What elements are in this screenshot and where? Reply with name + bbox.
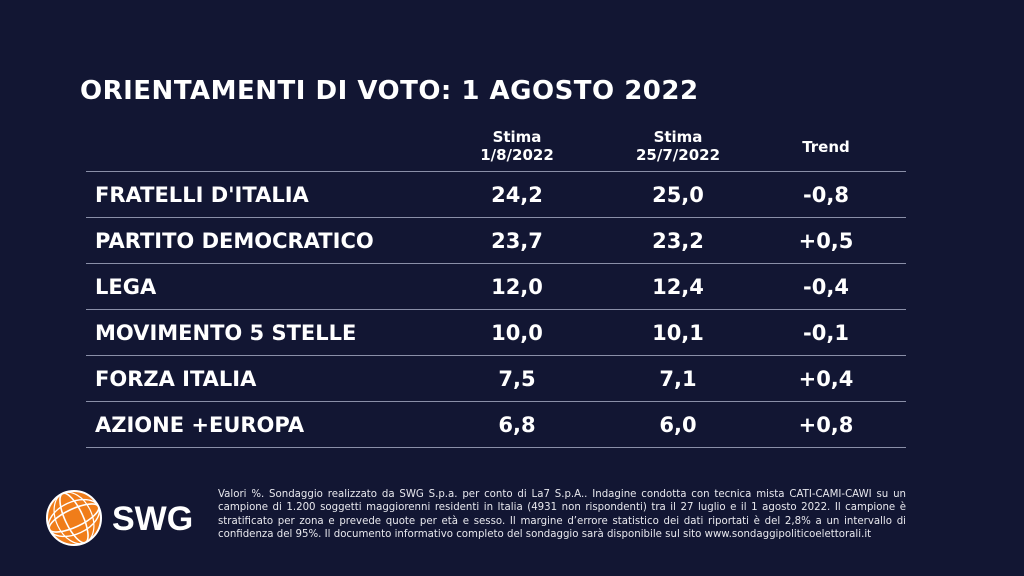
trend-value: -0,4 <box>803 275 849 299</box>
party-name: PARTITO DEMOCRATICO <box>95 229 374 253</box>
globe-icon <box>46 490 102 546</box>
trend-value: +0,4 <box>798 367 854 391</box>
previous-value: 7,1 <box>659 367 697 391</box>
trend-value: -0,8 <box>803 183 849 207</box>
party-name: MOVIMENTO 5 STELLE <box>95 321 357 345</box>
current-value: 24,2 <box>491 183 543 207</box>
column-header-previous-line1: Stima <box>653 128 703 146</box>
trend-value: -0,1 <box>803 321 849 345</box>
table-row: PARTITO DEMOCRATICO 23,7 23,2 +0,5 <box>86 217 906 263</box>
column-header-current-line2: 1/8/2022 <box>480 146 554 164</box>
column-header-previous-line2: 25/7/2022 <box>635 146 721 164</box>
table-row: MOVIMENTO 5 STELLE 10,0 10,1 -0,1 <box>86 309 906 355</box>
trend-value: +0,5 <box>798 229 854 253</box>
table-row: AZIONE +EUROPA 6,8 6,0 +0,8 <box>86 401 906 448</box>
table-row: LEGA 12,0 12,4 -0,4 <box>86 263 906 309</box>
party-name: FORZA ITALIA <box>95 367 257 391</box>
current-value: 12,0 <box>491 275 543 299</box>
table-row: FRATELLI D'ITALIA 24,2 25,0 -0,8 <box>86 171 906 217</box>
previous-value: 25,0 <box>652 183 704 207</box>
previous-value: 23,2 <box>652 229 704 253</box>
table-row: FORZA ITALIA 7,5 7,1 +0,4 <box>86 355 906 401</box>
trend-value: +0,8 <box>798 413 854 437</box>
column-header-trend-label: Trend <box>802 138 850 156</box>
column-header-previous: Stima 25/7/2022 <box>598 128 758 164</box>
previous-value: 6,0 <box>659 413 697 437</box>
current-value: 23,7 <box>491 229 543 253</box>
previous-value: 10,1 <box>652 321 704 345</box>
poll-table: FRATELLI D'ITALIA 24,2 25,0 -0,8 PARTITO… <box>86 171 906 448</box>
current-value: 6,8 <box>498 413 536 437</box>
party-name: FRATELLI D'ITALIA <box>95 183 309 207</box>
current-value: 7,5 <box>498 367 536 391</box>
column-header-current-line1: Stima <box>492 128 542 146</box>
party-name: AZIONE +EUROPA <box>95 413 305 437</box>
current-value: 10,0 <box>491 321 543 345</box>
party-name: LEGA <box>95 275 157 299</box>
column-header-current: Stima 1/8/2022 <box>437 128 597 164</box>
methodology-note: Valori %. Sondaggio realizzato da SWG S.… <box>218 489 906 541</box>
logo-text: SWG <box>112 500 193 538</box>
column-header-trend: Trend <box>746 138 906 156</box>
swg-logo: SWG <box>44 488 204 548</box>
page-title: ORIENTAMENTI DI VOTO: 1 AGOSTO 2022 <box>80 76 699 106</box>
previous-value: 12,4 <box>652 275 704 299</box>
